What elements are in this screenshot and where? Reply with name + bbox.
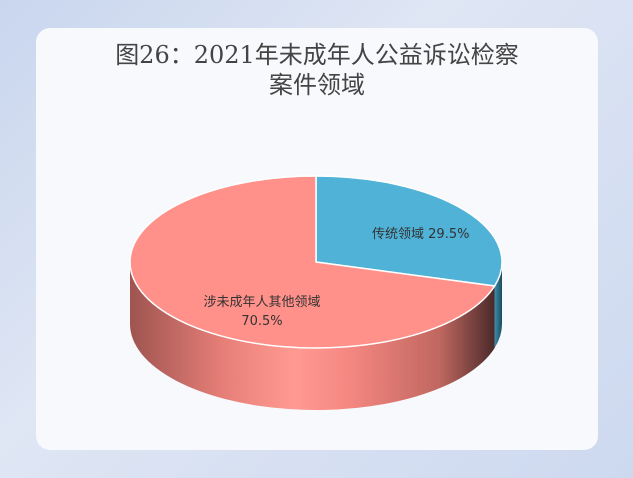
label-traditional: 传统领域 29.5% <box>372 227 469 242</box>
title-line-1: 图26：2021年未成年人公益诉讼检察 <box>115 41 519 69</box>
label-other: 涉未成年人其他领域 <box>203 295 320 310</box>
pie-side-1 <box>130 262 495 410</box>
pie-slice-0 <box>315 175 503 287</box>
chart-title: 图26：2021年未成年人公益诉讼检察 案件领域 <box>36 40 598 100</box>
pie-slice-1 <box>129 175 496 349</box>
title-line-2: 案件领域 <box>269 71 365 99</box>
value-other: 70.5% <box>241 314 282 329</box>
